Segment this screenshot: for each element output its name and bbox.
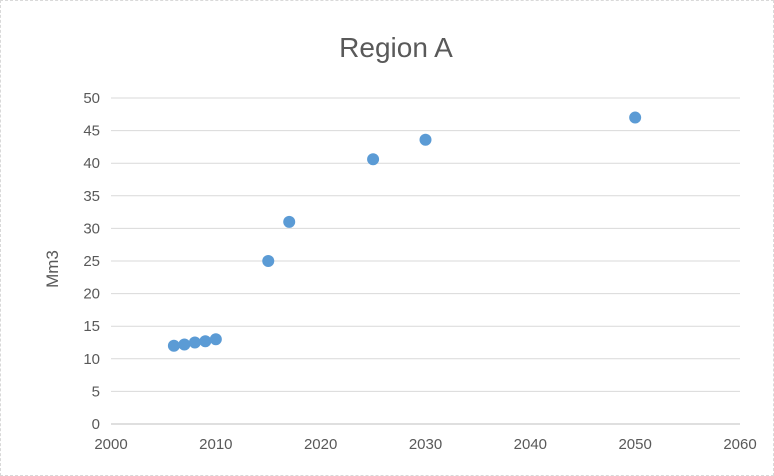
y-tick-label: 20 — [83, 286, 100, 303]
data-point — [629, 111, 642, 124]
x-tick-label: 2060 — [723, 436, 756, 453]
y-tick-label: 30 — [83, 220, 100, 237]
x-tick-label: 2040 — [514, 436, 547, 453]
y-tick-label: 40 — [83, 155, 100, 172]
y-tick-label: 0 — [92, 416, 100, 433]
data-point — [262, 255, 275, 267]
y-tick-label: 45 — [83, 123, 100, 140]
x-tick-label: 2020 — [304, 436, 337, 453]
data-point — [167, 339, 180, 352]
data-point — [199, 335, 212, 348]
y-tick-label: 5 — [92, 383, 100, 400]
x-axis-ticks: 2000 2010 2020 2030 2040 2050 2060 — [94, 436, 756, 453]
data-point — [178, 338, 191, 351]
data-point — [209, 333, 222, 346]
gridlines — [111, 97, 740, 425]
x-tick-label: 2010 — [199, 436, 232, 453]
y-tick-label: 10 — [83, 351, 100, 368]
chart-title: Region A — [339, 32, 453, 63]
data-points — [167, 111, 642, 352]
x-tick-label: 2000 — [94, 436, 127, 453]
y-axis-label: Mm3 — [43, 250, 62, 288]
y-tick-label: 35 — [83, 188, 100, 205]
y-tick-label: 50 — [83, 90, 100, 107]
data-point — [419, 133, 432, 146]
x-tick-label: 2030 — [409, 436, 442, 453]
y-tick-label: 15 — [83, 318, 100, 335]
y-tick-label: 25 — [83, 253, 100, 270]
data-point — [367, 153, 380, 166]
x-tick-label: 2050 — [618, 436, 651, 453]
data-point — [283, 215, 296, 228]
y-axis-ticks: 0 5 10 15 20 25 30 35 40 45 50 — [83, 90, 100, 433]
data-point — [188, 336, 201, 349]
